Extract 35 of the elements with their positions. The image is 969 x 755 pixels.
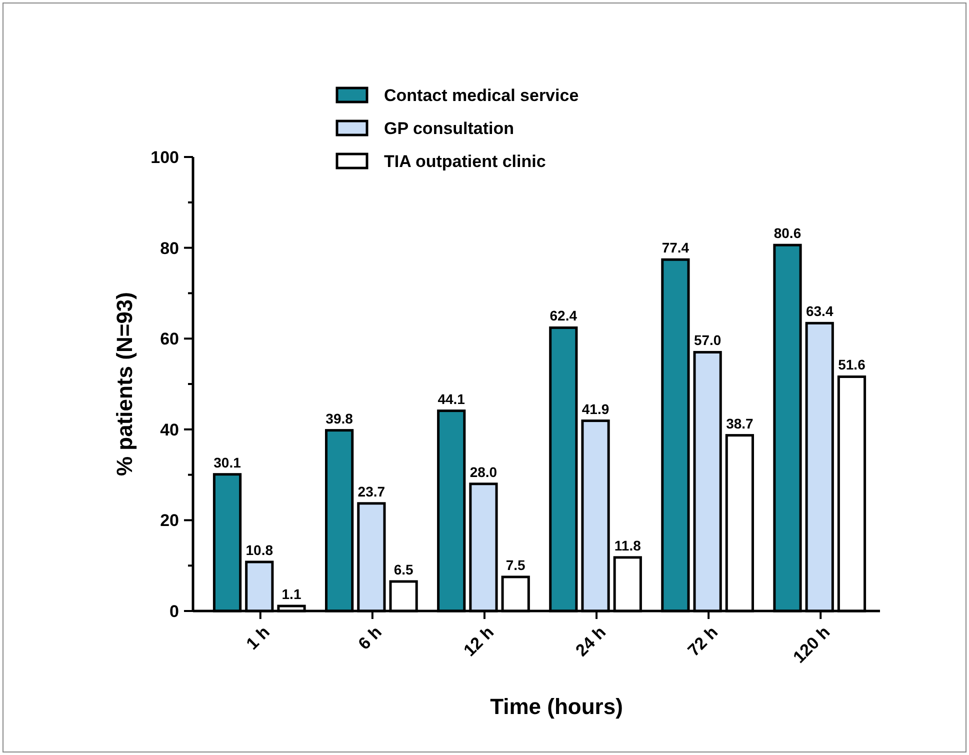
x-axis-title: Time (hours) (490, 694, 623, 719)
data-label: 7.5 (506, 556, 526, 573)
data-label: 39.8 (326, 410, 354, 426)
y-tick-label: 80 (160, 238, 179, 258)
data-label: 62.4 (550, 308, 578, 324)
data-label: 23.7 (358, 483, 386, 500)
legend-label: TIA outpatient clinic (384, 152, 546, 171)
y-tick-label: 100 (150, 148, 179, 167)
x-tick-label: 6 h (354, 622, 386, 654)
legend-label: Contact medical service (384, 86, 579, 105)
legend-label: GP consultation (384, 118, 514, 138)
data-label: 28.0 (470, 464, 498, 480)
x-tick-label: 120 h (789, 622, 834, 667)
data-label: 30.1 (214, 454, 242, 470)
y-tick-label: 20 (160, 511, 179, 530)
x-tick-label: 12 h (460, 622, 498, 660)
data-label: 44.1 (438, 390, 466, 407)
y-tick-label: 60 (160, 330, 179, 349)
x-tick-label: 24 h (572, 622, 610, 660)
data-label: 57.0 (694, 332, 722, 348)
y-tick-label: 40 (160, 420, 179, 440)
y-axis-title: % patients (N=93) (112, 292, 137, 476)
data-label: 63.4 (806, 303, 834, 320)
x-tick-label: 1 h (242, 622, 274, 654)
data-label: 77.4 (662, 240, 690, 256)
data-label: 41.9 (582, 400, 610, 417)
data-label: 1.1 (282, 586, 302, 602)
data-label: 51.6 (838, 356, 866, 373)
data-label: 6.5 (394, 561, 414, 578)
data-label: 80.6 (774, 225, 802, 242)
x-tick-label: 72 h (684, 622, 722, 660)
data-label: 11.8 (614, 537, 642, 554)
data-label: 38.7 (726, 415, 754, 432)
y-tick-label: 0 (170, 602, 179, 621)
data-label: 10.8 (246, 542, 274, 558)
